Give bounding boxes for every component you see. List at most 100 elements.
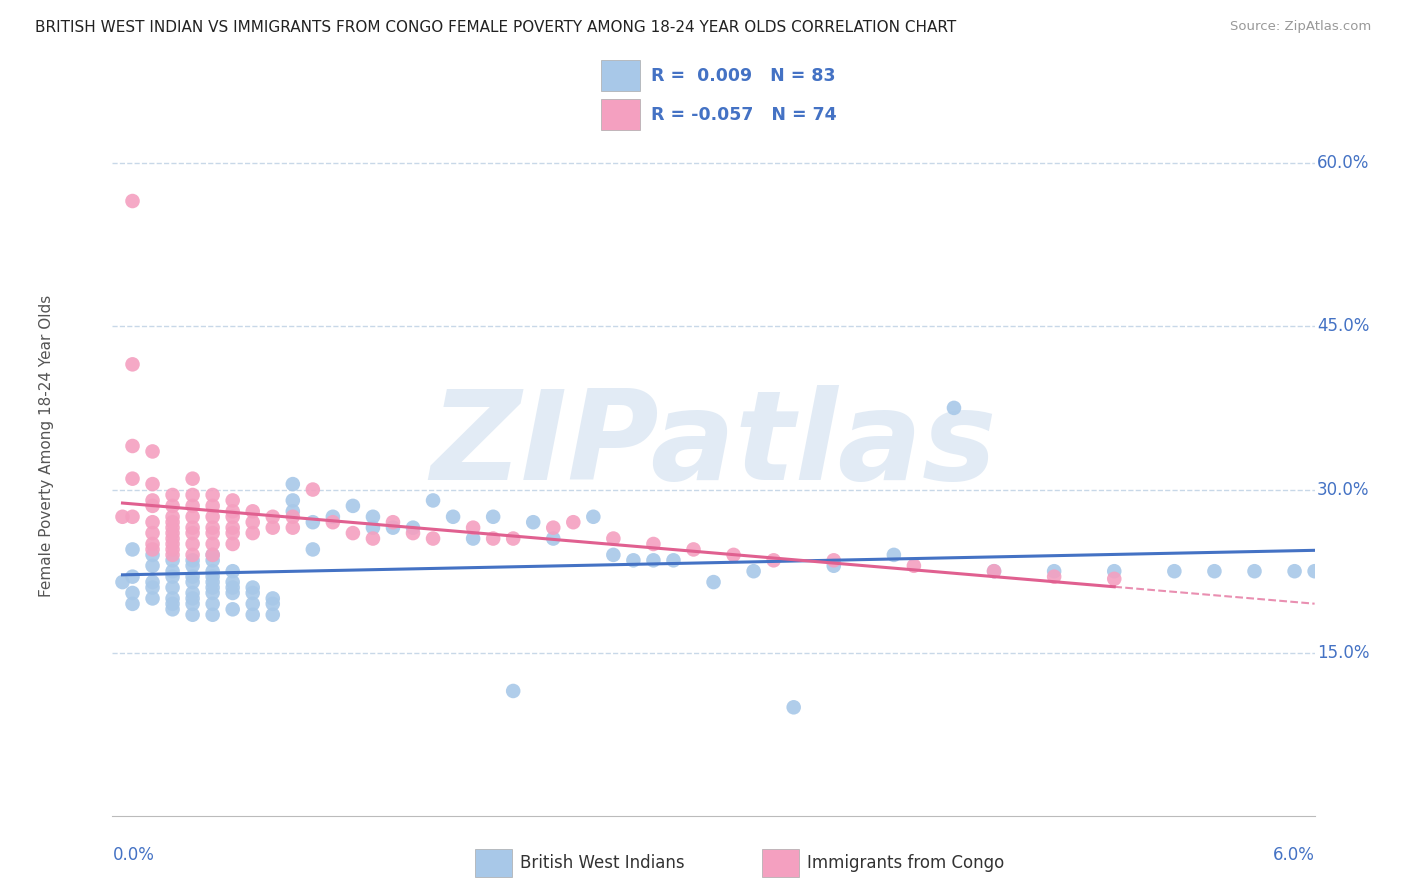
Point: [441, 509, 464, 524]
Point: [1043, 564, 1066, 578]
Point: [201, 569, 224, 583]
Point: [682, 542, 704, 557]
Point: [181, 526, 204, 541]
Point: [141, 477, 165, 491]
Point: [983, 564, 1005, 578]
Point: [162, 499, 184, 513]
Point: [322, 515, 344, 529]
Point: [723, 548, 745, 562]
Point: [222, 564, 245, 578]
FancyBboxPatch shape: [762, 849, 799, 877]
Point: [262, 607, 284, 622]
Point: [201, 548, 224, 562]
Point: [222, 575, 245, 590]
Point: [242, 515, 264, 529]
Point: [181, 558, 204, 573]
Point: [643, 553, 665, 567]
Point: [181, 575, 204, 590]
Point: [201, 564, 224, 578]
Point: [1104, 572, 1126, 586]
Point: [1163, 564, 1185, 578]
Point: [141, 542, 165, 557]
Point: [662, 553, 685, 567]
Point: [783, 700, 806, 714]
Point: [361, 521, 384, 535]
Point: [181, 597, 204, 611]
Point: [742, 564, 765, 578]
Point: [181, 472, 204, 486]
Text: Source: ZipAtlas.com: Source: ZipAtlas.com: [1230, 20, 1371, 33]
FancyBboxPatch shape: [602, 61, 640, 91]
Point: [703, 575, 725, 590]
Point: [201, 553, 224, 567]
Point: [461, 532, 484, 546]
Point: [1284, 564, 1306, 578]
Point: [1243, 564, 1265, 578]
Point: [823, 553, 845, 567]
Point: [302, 542, 325, 557]
Text: R =  0.009   N = 83: R = 0.009 N = 83: [651, 67, 835, 85]
Point: [342, 499, 364, 513]
Point: [602, 532, 624, 546]
Point: [562, 515, 585, 529]
Point: [262, 591, 284, 606]
Point: [222, 509, 245, 524]
Point: [162, 515, 184, 529]
Point: [522, 515, 544, 529]
Point: [201, 537, 224, 551]
Point: [201, 548, 224, 562]
Point: [141, 558, 165, 573]
Point: [602, 548, 624, 562]
Point: [121, 439, 143, 453]
Point: [162, 597, 184, 611]
Point: [121, 597, 143, 611]
Point: [222, 521, 245, 535]
Text: Female Poverty Among 18-24 Year Olds: Female Poverty Among 18-24 Year Olds: [39, 295, 53, 597]
Point: [181, 553, 204, 567]
Point: [162, 602, 184, 616]
Point: [201, 521, 224, 535]
Point: [262, 509, 284, 524]
Point: [242, 581, 264, 595]
Point: [201, 607, 224, 622]
Point: [181, 586, 204, 600]
Text: 45.0%: 45.0%: [1317, 318, 1369, 335]
Point: [281, 509, 304, 524]
Point: [222, 537, 245, 551]
Point: [242, 504, 264, 518]
Point: [281, 504, 304, 518]
Point: [201, 509, 224, 524]
Point: [402, 521, 425, 535]
Point: [181, 607, 204, 622]
Point: [181, 591, 204, 606]
Point: [162, 569, 184, 583]
Point: [461, 521, 484, 535]
Point: [281, 493, 304, 508]
Point: [222, 586, 245, 600]
Point: [402, 526, 425, 541]
Point: [162, 542, 184, 557]
Point: [482, 532, 505, 546]
Point: [222, 581, 245, 595]
Point: [162, 581, 184, 595]
Point: [262, 521, 284, 535]
Point: [361, 509, 384, 524]
Point: [121, 509, 143, 524]
Point: [141, 575, 165, 590]
FancyBboxPatch shape: [602, 99, 640, 130]
Point: [582, 509, 605, 524]
Text: 0.0%: 0.0%: [112, 846, 155, 863]
Point: [643, 537, 665, 551]
Point: [141, 581, 165, 595]
Point: [903, 558, 925, 573]
Point: [482, 509, 505, 524]
Point: [983, 564, 1005, 578]
Point: [883, 548, 905, 562]
Point: [201, 581, 224, 595]
Text: 30.0%: 30.0%: [1317, 481, 1369, 499]
Point: [382, 521, 405, 535]
Point: [382, 515, 405, 529]
Text: BRITISH WEST INDIAN VS IMMIGRANTS FROM CONGO FEMALE POVERTY AMONG 18-24 YEAR OLD: BRITISH WEST INDIAN VS IMMIGRANTS FROM C…: [35, 20, 956, 35]
Text: British West Indians: British West Indians: [520, 854, 685, 872]
Text: 60.0%: 60.0%: [1317, 154, 1369, 172]
